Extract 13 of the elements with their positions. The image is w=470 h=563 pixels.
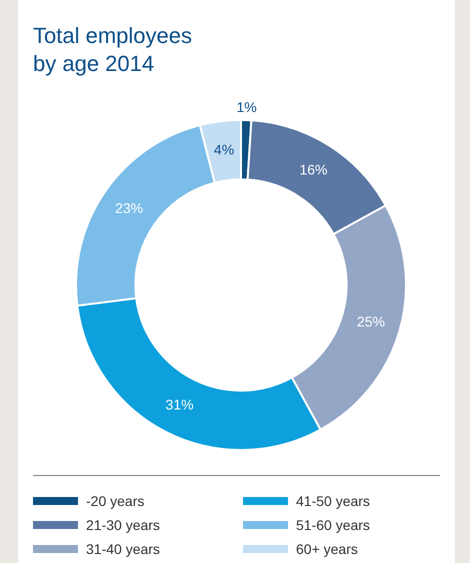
- legend-label: 60+ years: [296, 541, 358, 557]
- chart-title: Total employees by age 2014: [33, 22, 193, 78]
- legend-label: 51-60 years: [296, 517, 370, 533]
- data-label: 31%: [166, 396, 194, 412]
- data-label: 23%: [115, 200, 144, 216]
- data-label: 25%: [356, 314, 385, 330]
- data-label: 16%: [299, 162, 328, 178]
- legend-label: 31-40 years: [86, 541, 160, 557]
- legend-label: -20 years: [86, 493, 144, 509]
- data-label: 4%: [214, 142, 234, 158]
- legend-label: 21-30 years: [86, 517, 160, 533]
- legend-label: 41-50 years: [296, 493, 370, 509]
- data-label: 1%: [236, 98, 257, 115]
